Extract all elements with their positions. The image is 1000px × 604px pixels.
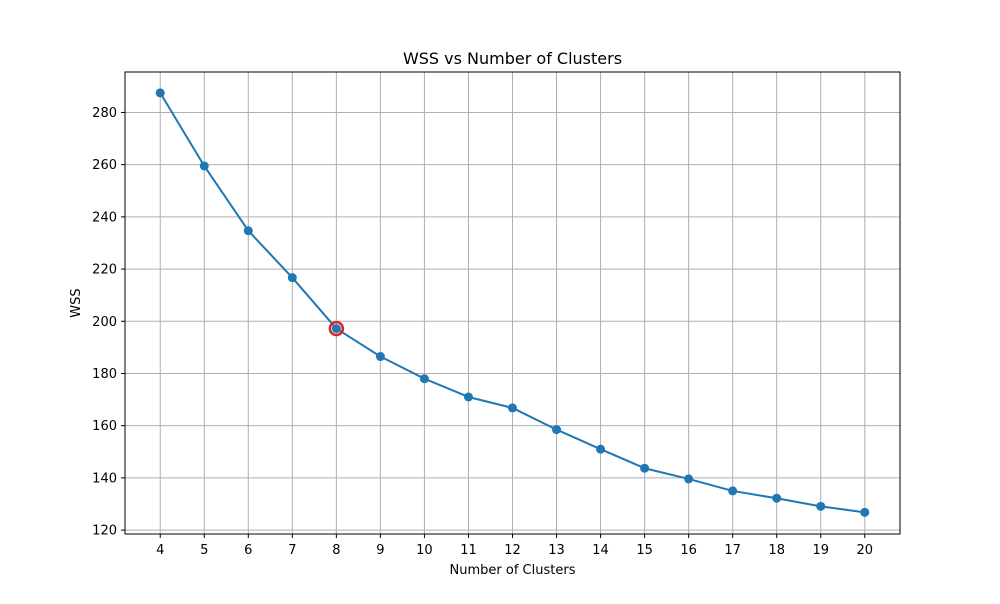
y-tick-label: 140	[92, 471, 117, 486]
data-point	[375, 352, 385, 362]
x-tick-label: 20	[856, 543, 873, 558]
x-tick-label: 10	[416, 543, 433, 558]
x-tick-label: 12	[504, 543, 521, 558]
data-point	[772, 493, 782, 503]
y-axis-ticks: 120 140 160 180 200 220 240 260 280	[92, 106, 125, 539]
data-point	[243, 226, 253, 236]
data-point	[552, 425, 562, 435]
chart-title: WSS vs Number of Clusters	[403, 49, 622, 68]
x-tick-label: 11	[460, 543, 477, 558]
x-axis-ticks: 4 5 6 7 8 9 10 11 12 13 14 15 16 17 18 19 20	[156, 534, 873, 558]
data-point	[199, 161, 209, 171]
x-tick-label: 14	[592, 543, 609, 558]
x-tick-label: 18	[768, 543, 785, 558]
data-point	[684, 474, 694, 484]
data-point	[596, 444, 606, 454]
x-tick-label: 4	[156, 543, 164, 558]
elbow-highlight-marker	[328, 320, 345, 337]
y-tick-label: 280	[92, 106, 117, 121]
data-point	[816, 501, 826, 511]
data-point	[331, 324, 341, 334]
data-point	[287, 273, 297, 283]
data-point	[640, 463, 650, 473]
x-tick-label: 16	[680, 543, 697, 558]
y-tick-label: 160	[92, 419, 117, 434]
y-tick-label: 200	[92, 315, 117, 330]
data-point	[860, 507, 870, 517]
y-tick-label: 260	[92, 158, 117, 173]
x-tick-label: 15	[636, 543, 653, 558]
data-point	[508, 403, 517, 413]
grid	[125, 72, 900, 534]
x-axis-label: Number of Clusters	[450, 563, 576, 578]
y-tick-label: 120	[92, 524, 117, 539]
x-tick-label: 7	[288, 543, 296, 558]
data-point	[155, 88, 165, 98]
series-layer	[155, 88, 870, 517]
x-tick-label: 6	[244, 543, 252, 558]
y-axis-label: WSS	[69, 288, 84, 317]
x-tick-label: 17	[724, 543, 741, 558]
x-tick-label: 9	[376, 543, 384, 558]
x-tick-label: 8	[332, 543, 340, 558]
y-tick-label: 240	[92, 210, 117, 225]
data-point	[463, 392, 473, 402]
y-tick-label: 220	[92, 263, 117, 278]
x-tick-label: 5	[200, 543, 208, 558]
y-tick-label: 180	[92, 367, 117, 382]
x-tick-label: 19	[812, 543, 829, 558]
data-point	[728, 486, 738, 496]
x-tick-label: 13	[548, 543, 565, 558]
data-point	[419, 374, 429, 384]
